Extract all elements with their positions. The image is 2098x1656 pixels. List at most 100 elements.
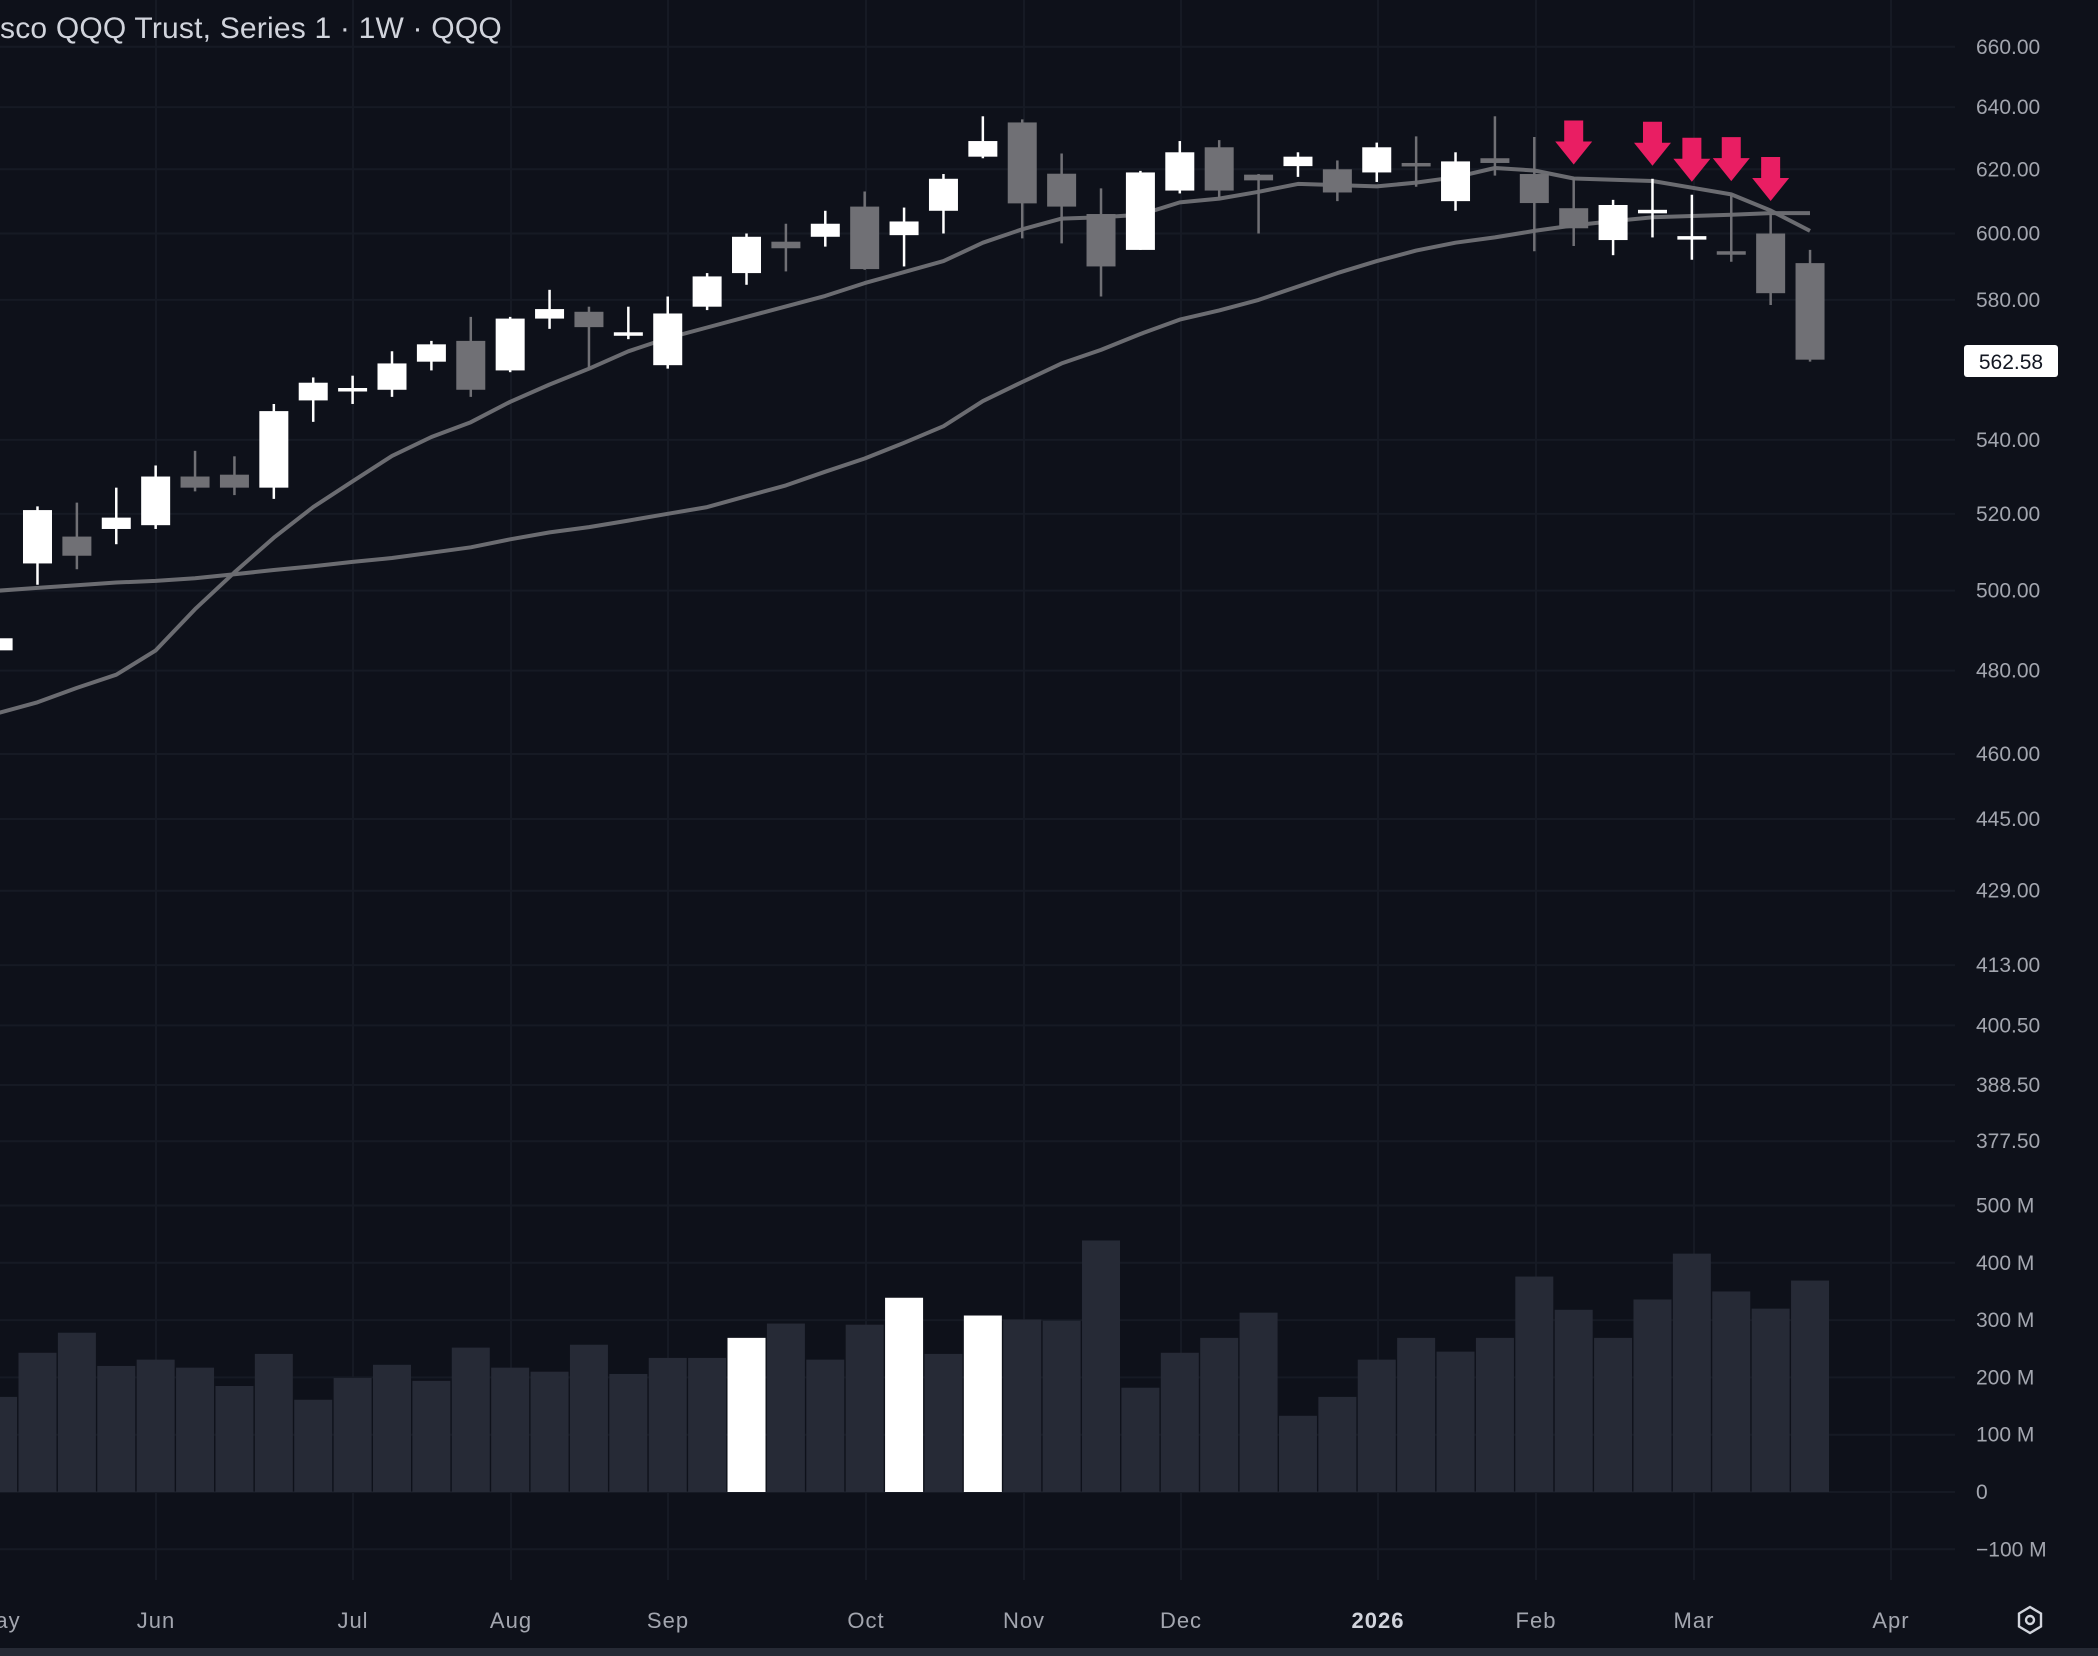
candle-up xyxy=(1637,178,1667,238)
volume-tick-label: 200 M xyxy=(1976,1366,2034,1389)
time-axis[interactable]: ay Jun Jul Aug Sep Oct Nov Dec 2026 Feb Mar Apr xyxy=(0,1608,1910,1633)
candle-body xyxy=(850,206,880,270)
volume-bar xyxy=(254,1353,293,1492)
price-tick-label: 377.50 xyxy=(1976,1130,2040,1153)
candle-body xyxy=(1165,152,1195,191)
candle-down xyxy=(1204,140,1234,198)
price-tick-label: 480.00 xyxy=(1976,660,2040,683)
time-tick-label: Nov xyxy=(1003,1608,1045,1633)
candle-body xyxy=(692,276,722,307)
candle-body xyxy=(219,474,249,488)
candle-down xyxy=(1007,119,1037,239)
candle-down xyxy=(1086,188,1116,297)
candle-body xyxy=(1322,169,1352,193)
grid-lines xyxy=(0,0,1955,1580)
candle-body xyxy=(1480,158,1510,163)
volume-bar xyxy=(766,1323,805,1492)
candle-body xyxy=(1362,147,1392,173)
candle-down xyxy=(1716,194,1746,262)
time-tick-label: Dec xyxy=(1160,1608,1202,1633)
candle-body xyxy=(101,517,131,529)
volume-bar xyxy=(1239,1312,1278,1492)
volume-tick-label: 400 M xyxy=(1976,1252,2034,1275)
time-tick-label: ay xyxy=(0,1608,21,1633)
volume-bar xyxy=(97,1365,136,1492)
candle-body xyxy=(968,141,998,157)
candle-body xyxy=(1559,208,1589,229)
price-tick-label: 640.00 xyxy=(1976,96,2040,119)
time-tick-label: Aug xyxy=(490,1608,532,1633)
volume-bar xyxy=(1554,1309,1593,1492)
down-arrow-icon xyxy=(1633,121,1671,166)
price-tick-label: 600.00 xyxy=(1976,223,2040,246)
candle-body xyxy=(22,510,52,564)
candle-body xyxy=(1756,233,1786,294)
volume-bar xyxy=(885,1297,924,1492)
volume-bar xyxy=(176,1367,215,1492)
price-axis[interactable]: 660.00 640.00 620.00 600.00 580.00 540.00 520.… xyxy=(1976,36,2040,1153)
chart-title: sco QQQ Trust, Series 1 · 1W · QQQ xyxy=(0,12,502,45)
candle-up xyxy=(613,306,643,340)
price-tick-label: 500.00 xyxy=(1976,580,2040,603)
time-tick-label: Oct xyxy=(847,1608,884,1633)
candle-body xyxy=(141,476,171,526)
volume-bar xyxy=(1594,1337,1633,1492)
candle-body xyxy=(416,344,446,362)
volume-bar xyxy=(1475,1337,1514,1492)
candle-body xyxy=(771,241,801,249)
candle-down xyxy=(1322,160,1352,202)
candle-up xyxy=(1677,194,1707,260)
volume-tick-label: 300 M xyxy=(1976,1309,2034,1332)
volume-tick-label: 0 xyxy=(1976,1481,1988,1504)
price-tick-label: 460.00 xyxy=(1976,743,2040,766)
candle-body xyxy=(298,382,328,401)
volume-axis: 500 M 400 M 300 M 200 M 100 M 0 −100 M xyxy=(1976,1195,2047,1562)
candle-body xyxy=(1401,162,1431,167)
last-price-value: 562.58 xyxy=(1979,351,2043,374)
candle-body xyxy=(259,411,289,488)
volume-tick-label: −100 M xyxy=(1976,1538,2047,1561)
price-tick-label: 660.00 xyxy=(1976,36,2040,59)
volume-bar xyxy=(1160,1352,1199,1492)
time-tick-label: Mar xyxy=(1674,1608,1715,1633)
price-tick-label: 520.00 xyxy=(1976,503,2040,526)
hexagon-gear-icon xyxy=(2017,1605,2043,1635)
candle-body xyxy=(1007,122,1037,204)
price-tick-label: 620.00 xyxy=(1976,158,2040,181)
candle-up xyxy=(377,351,407,397)
volume-bar xyxy=(1003,1319,1042,1492)
candle-body xyxy=(180,476,210,488)
candle-up xyxy=(0,638,13,651)
volume-bar xyxy=(333,1377,372,1492)
candle-up xyxy=(259,403,289,499)
volume-bar xyxy=(1515,1276,1554,1492)
candle-body xyxy=(62,536,92,556)
candle-body xyxy=(535,309,565,319)
down-arrow-icon xyxy=(1673,137,1711,182)
candle-down xyxy=(62,502,92,570)
candle-up xyxy=(810,210,840,247)
candle-body xyxy=(1204,147,1234,191)
candle-body xyxy=(1519,174,1549,204)
settings-button[interactable] xyxy=(2014,1604,2046,1636)
candle-down xyxy=(1480,116,1510,176)
candle-up xyxy=(416,340,446,371)
volume-bar xyxy=(609,1373,648,1492)
candle-up xyxy=(928,174,958,234)
candle-down xyxy=(456,316,486,397)
candle-down xyxy=(1795,249,1825,362)
candle-body xyxy=(613,332,643,336)
volume-bar xyxy=(0,1396,18,1492)
candle-down xyxy=(1244,174,1274,234)
candle-body xyxy=(574,311,604,328)
candle-body xyxy=(889,221,919,236)
price-tick-label: 400.50 xyxy=(1976,1014,2040,1037)
volume-bar xyxy=(215,1385,254,1492)
candle-up xyxy=(1362,142,1392,182)
candle-body xyxy=(1716,251,1746,255)
candle-up xyxy=(141,465,171,529)
candle-down xyxy=(771,223,801,272)
volume-tick-label: 100 M xyxy=(1976,1424,2034,1447)
candle-body xyxy=(1125,172,1155,250)
